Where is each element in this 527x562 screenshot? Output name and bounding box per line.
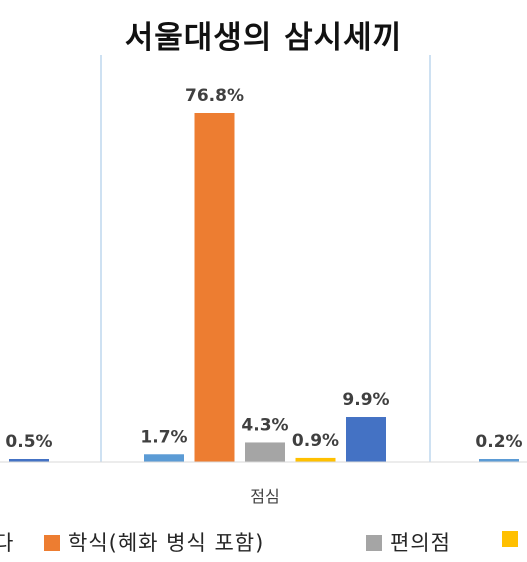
data-label: 0.2% [475, 432, 522, 452]
legend-item-cafeteria: 학식(혜화 병식 포함) [44, 527, 264, 557]
legend: 다 학식(혜화 병식 포함) 편의점 [0, 527, 527, 561]
data-label: 76.8% [185, 86, 244, 106]
category-label-lunch: 점심 [250, 487, 279, 506]
legend-swatch-convenience-store [366, 535, 382, 551]
data-label: 0.9% [292, 431, 339, 451]
data-label: 4.3% [241, 415, 288, 435]
legend-item-partial-right [502, 527, 526, 551]
data-label: 9.9% [342, 390, 389, 410]
legend-label-convenience-store: 편의점 [390, 531, 451, 555]
bar [9, 459, 49, 462]
legend-item-partial-left: 다 [0, 527, 14, 557]
data-label: 1.7% [140, 427, 187, 447]
bar [479, 459, 519, 462]
data-label: 0.5% [5, 432, 52, 452]
legend-label-cafeteria: 학식(혜화 병식 포함) [68, 531, 265, 555]
bar [194, 113, 235, 462]
bar [144, 454, 184, 462]
bar [245, 442, 285, 462]
chart-title: 서울대생의 삼시세끼 [124, 20, 403, 56]
bar [295, 457, 336, 462]
legend-label-partial-left: 다 [0, 531, 15, 555]
legend-swatch-partial-right [502, 531, 518, 547]
legend-item-convenience-store: 편의점 [366, 527, 451, 557]
bar [346, 417, 386, 462]
legend-swatch-cafeteria [44, 535, 60, 551]
